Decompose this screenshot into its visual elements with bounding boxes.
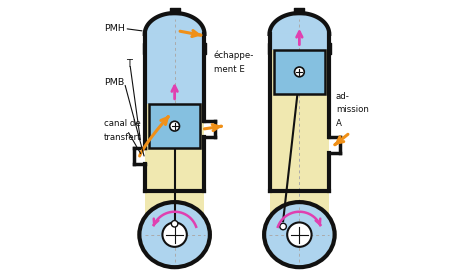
Text: canal de: canal de xyxy=(104,119,141,128)
Text: échappe-: échappe- xyxy=(214,51,255,60)
Text: PMB: PMB xyxy=(104,78,124,87)
Circle shape xyxy=(294,67,304,77)
Circle shape xyxy=(170,121,180,131)
Text: ment E: ment E xyxy=(214,65,245,74)
Bar xyxy=(270,34,329,235)
Circle shape xyxy=(287,222,311,247)
Circle shape xyxy=(172,221,178,227)
Polygon shape xyxy=(270,13,329,34)
Circle shape xyxy=(163,222,187,247)
Ellipse shape xyxy=(266,204,333,266)
Bar xyxy=(270,34,329,50)
Text: mission: mission xyxy=(336,105,369,114)
Text: ad-: ad- xyxy=(336,92,350,101)
Ellipse shape xyxy=(141,204,208,266)
Bar xyxy=(145,34,204,104)
Polygon shape xyxy=(145,13,204,34)
Text: T: T xyxy=(126,59,132,69)
Ellipse shape xyxy=(137,201,211,269)
Bar xyxy=(273,50,325,94)
Polygon shape xyxy=(145,13,204,34)
Text: A: A xyxy=(336,119,342,128)
Text: PMH: PMH xyxy=(104,24,125,33)
Bar xyxy=(145,34,204,235)
Circle shape xyxy=(280,223,286,230)
Bar xyxy=(149,104,201,148)
Text: transfert: transfert xyxy=(104,133,142,141)
Polygon shape xyxy=(270,13,329,34)
Ellipse shape xyxy=(263,201,337,269)
